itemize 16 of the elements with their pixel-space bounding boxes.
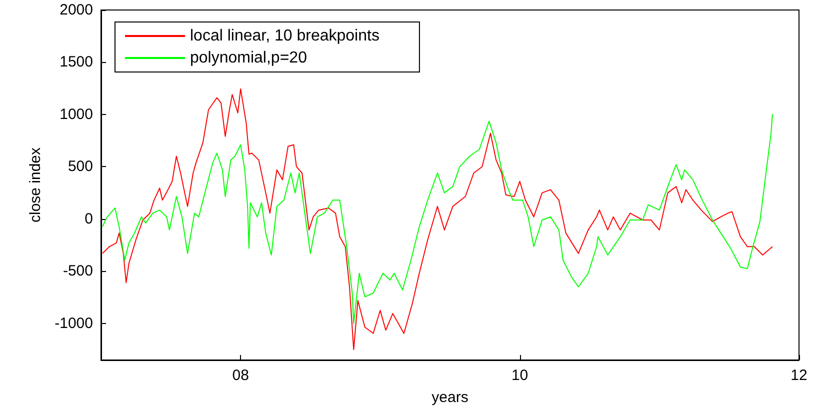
y-tick-label: -500 (62, 262, 93, 280)
y-axis-title: close index (27, 146, 44, 223)
legend-label: polynomial,p=20 (190, 50, 308, 66)
x-tick-label: 08 (232, 367, 249, 384)
y-tick-label: 1500 (60, 54, 93, 71)
x-tick-label: 12 (790, 367, 808, 384)
y-tick-label: 1000 (60, 106, 93, 123)
y-tick-label: -1000 (54, 314, 93, 332)
line-series (102, 88, 773, 350)
y-tick-label: 0 (84, 210, 93, 228)
x-tick-label: 10 (511, 367, 528, 384)
legend-label: local linear, 10 breakpoints (190, 28, 380, 44)
y-tick-label: 2000 (60, 2, 93, 18)
x-axis-title: years (432, 389, 468, 406)
y-tick-label: 500 (68, 158, 93, 176)
line-series (102, 113, 773, 324)
